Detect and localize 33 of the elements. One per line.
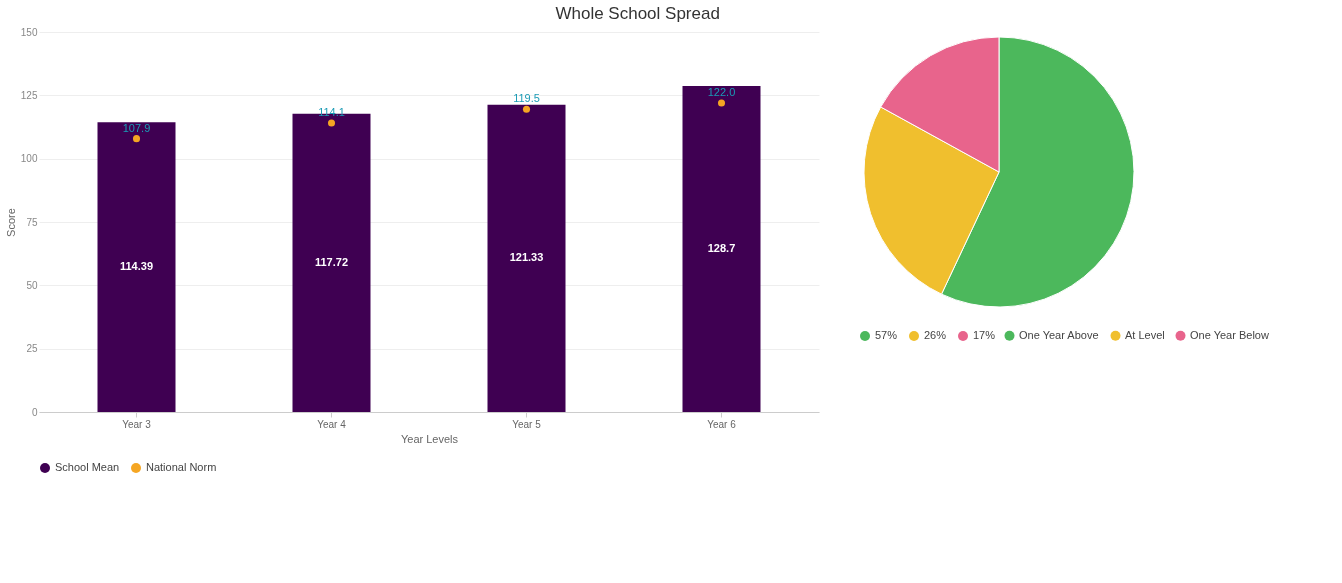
y-tick-label: 125 [20,89,38,101]
y-axis-title: Score [4,208,17,237]
x-tick-label: Year 3 [122,418,152,430]
legend-label: At Level [1125,328,1165,341]
legend-label: One Year Above [1019,328,1099,341]
chart-title: Whole School Spread [555,4,720,23]
y-tick-label: 150 [20,26,38,38]
legend-label: School Mean [55,461,120,473]
y-tick-label: 100 [20,153,38,165]
y-tick-label: 0 [31,406,38,418]
point [132,135,141,143]
data-label: 128.7 [707,241,736,254]
data-label: 121.33 [509,251,544,264]
x-tick-label: Year 4 [317,418,347,430]
data-label: 119.5 [513,92,540,105]
point [522,105,531,113]
data-label: 114.39 [119,260,154,273]
point [327,119,336,127]
data-label: 122.0 [707,85,736,98]
x-tick-label: Year 5 [512,418,542,430]
x-axis-title: Year Levels [400,432,459,445]
y-tick-label: 25 [26,343,38,355]
legend-label: National Norm [146,461,217,473]
data-label: 26% [924,329,947,341]
data-label: 57% [875,329,898,341]
legend-label: One Year Below [1190,328,1269,341]
data-label: 17% [973,329,996,341]
x-tick-label: Year 6 [707,418,737,430]
data-label: 117.72 [314,255,349,268]
y-tick-label: 50 [26,279,38,291]
y-tick-label: 75 [26,216,38,228]
data-label: 107.9 [122,121,151,134]
point [717,99,726,107]
